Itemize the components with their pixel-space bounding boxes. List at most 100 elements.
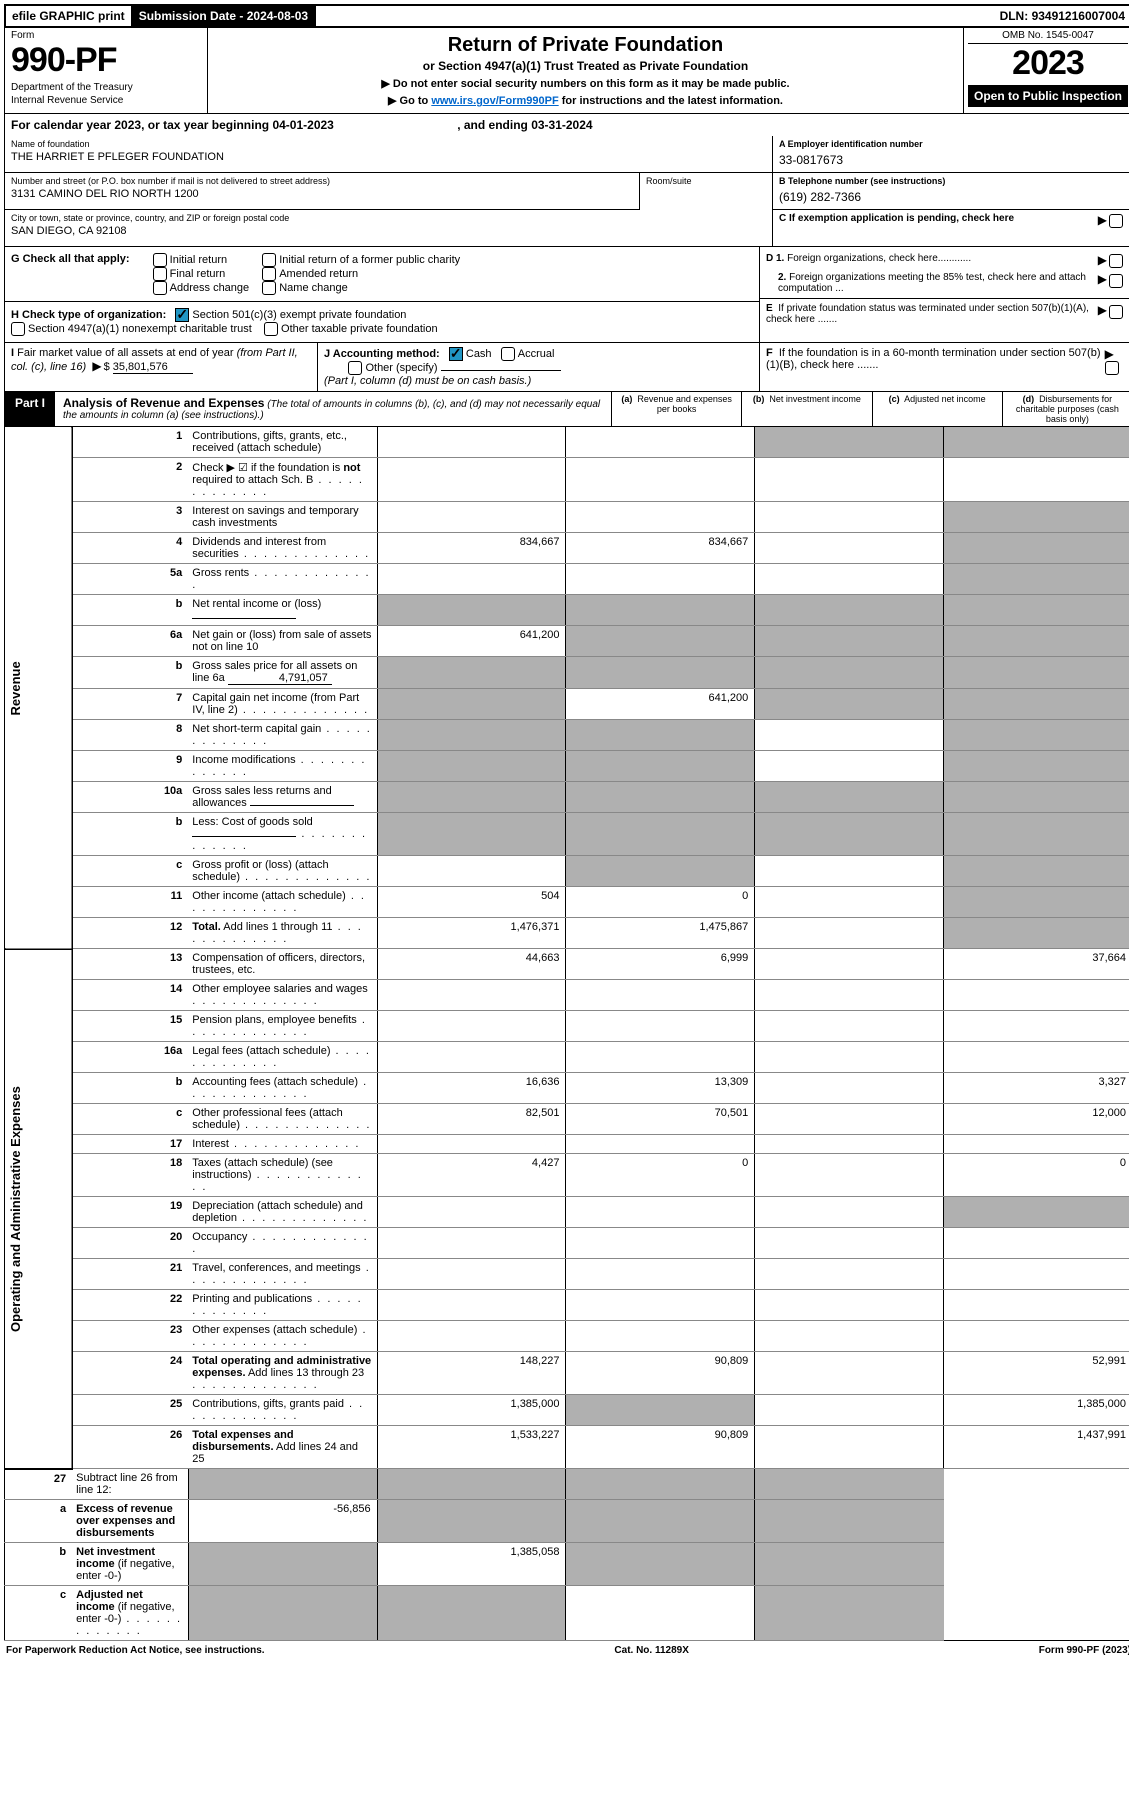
line-number: 26 bbox=[72, 1426, 188, 1469]
table-row: 2Check ▶ ☑ if the foundation is not requ… bbox=[5, 458, 1129, 502]
table-row: 23Other expenses (attach schedule) bbox=[5, 1321, 1129, 1352]
amount-cell bbox=[944, 720, 1129, 751]
amount-cell bbox=[566, 1259, 755, 1290]
amount-cell bbox=[566, 1586, 755, 1641]
table-row: 4Dividends and interest from securities8… bbox=[5, 533, 1129, 564]
amount-cell: 1,437,991 bbox=[944, 1426, 1129, 1469]
amount-cell: 148,227 bbox=[377, 1352, 566, 1395]
fmv-assets: 35,801,576 bbox=[113, 361, 193, 374]
checkbox-cash[interactable] bbox=[449, 347, 463, 361]
line-description: Other expenses (attach schedule) bbox=[188, 1321, 377, 1352]
line-number: 10a bbox=[72, 782, 188, 813]
amount-cell: 1,385,000 bbox=[944, 1395, 1129, 1426]
line-number: 6a bbox=[72, 626, 188, 657]
amount-cell bbox=[566, 751, 755, 782]
amount-cell bbox=[377, 1259, 566, 1290]
amount-cell bbox=[377, 1042, 566, 1073]
table-row: 8Net short-term capital gain bbox=[5, 720, 1129, 751]
line-number: 15 bbox=[72, 1011, 188, 1042]
amount-cell: 834,667 bbox=[566, 533, 755, 564]
amount-cell bbox=[755, 918, 944, 949]
table-row: cOther professional fees (attach schedul… bbox=[5, 1104, 1129, 1135]
amount-cell bbox=[377, 1500, 566, 1543]
line-description: Net short-term capital gain bbox=[188, 720, 377, 751]
checkbox-501c3[interactable] bbox=[175, 308, 189, 322]
line-number: 9 bbox=[72, 751, 188, 782]
efile-print-label[interactable]: efile GRAPHIC print bbox=[6, 6, 133, 26]
checkbox-initial-return[interactable] bbox=[153, 253, 167, 267]
amount-cell bbox=[755, 856, 944, 887]
irs-link[interactable]: www.irs.gov/Form990PF bbox=[431, 95, 558, 107]
line-description: Income modifications bbox=[188, 751, 377, 782]
amount-cell bbox=[944, 1290, 1129, 1321]
checkbox-name-change[interactable] bbox=[262, 281, 276, 295]
table-row: Operating and Administrative Expenses13C… bbox=[5, 949, 1129, 980]
checkbox-other-method[interactable] bbox=[348, 361, 362, 375]
table-row: 25Contributions, gifts, grants paid 1,385… bbox=[5, 1395, 1129, 1426]
amount-cell bbox=[566, 1290, 755, 1321]
checkbox-d1[interactable] bbox=[1109, 254, 1123, 268]
amount-cell bbox=[944, 458, 1129, 502]
amount-cell bbox=[755, 427, 944, 458]
section-h: H Check type of organization: Section 50… bbox=[5, 301, 759, 336]
amount-cell bbox=[755, 751, 944, 782]
checkbox-4947[interactable] bbox=[11, 322, 25, 336]
form-word: Form bbox=[11, 30, 201, 41]
line-description: Contributions, gifts, grants paid bbox=[188, 1395, 377, 1426]
checkbox-address-change[interactable] bbox=[153, 281, 167, 295]
line-number: 25 bbox=[72, 1395, 188, 1426]
amount-cell bbox=[944, 1135, 1129, 1154]
checkbox-other-taxable[interactable] bbox=[264, 322, 278, 336]
amount-cell bbox=[944, 1042, 1129, 1073]
part-1-table: Revenue1Contributions, gifts, grants, et… bbox=[4, 427, 1129, 1641]
amount-cell bbox=[566, 1321, 755, 1352]
amount-cell bbox=[377, 657, 566, 689]
checkbox-final-return[interactable] bbox=[153, 267, 167, 281]
amount-cell bbox=[566, 564, 755, 595]
line-number: 13 bbox=[72, 949, 188, 980]
amount-cell: 90,809 bbox=[566, 1352, 755, 1395]
amount-cell bbox=[377, 1197, 566, 1228]
section-g: G Check all that apply: Initial return F… bbox=[5, 247, 759, 342]
form-instruction-2: ▶ Go to www.irs.gov/Form990PF for instru… bbox=[218, 94, 953, 107]
amount-cell: 1,475,867 bbox=[566, 918, 755, 949]
amount-cell bbox=[377, 751, 566, 782]
line-description: Net rental income or (loss) bbox=[188, 595, 377, 626]
amount-cell bbox=[755, 502, 944, 533]
checkbox-d2[interactable] bbox=[1109, 274, 1123, 288]
amount-cell bbox=[377, 980, 566, 1011]
line-description: Pension plans, employee benefits bbox=[188, 1011, 377, 1042]
table-row: 26Total expenses and disbursements. Add … bbox=[5, 1426, 1129, 1469]
checkbox-c[interactable] bbox=[1109, 214, 1123, 228]
amount-cell: 1,385,058 bbox=[377, 1543, 566, 1586]
checkbox-amended[interactable] bbox=[262, 267, 276, 281]
amount-cell bbox=[944, 502, 1129, 533]
side-label: Revenue bbox=[5, 427, 73, 949]
line-description: Legal fees (attach schedule) bbox=[188, 1042, 377, 1073]
table-row: cAdjusted net income (if negative, enter… bbox=[5, 1586, 1129, 1641]
amount-cell bbox=[755, 1073, 944, 1104]
table-row: 16aLegal fees (attach schedule) bbox=[5, 1042, 1129, 1073]
checkbox-initial-former[interactable] bbox=[262, 253, 276, 267]
part-1-label: Part I bbox=[5, 392, 55, 426]
phone-cell: B Telephone number (see instructions) (6… bbox=[773, 173, 1129, 210]
amount-cell bbox=[755, 1543, 944, 1586]
amount-cell bbox=[755, 887, 944, 918]
foundation-name-cell: Name of foundation THE HARRIET E PFLEGER… bbox=[5, 136, 772, 173]
checkbox-accrual[interactable] bbox=[501, 347, 515, 361]
amount-cell bbox=[944, 751, 1129, 782]
amount-cell bbox=[566, 1011, 755, 1042]
line-description: Accounting fees (attach schedule) bbox=[188, 1073, 377, 1104]
amount-cell bbox=[566, 782, 755, 813]
amount-cell bbox=[755, 1259, 944, 1290]
line-description: Gross rents bbox=[188, 564, 377, 595]
amount-cell: 82,501 bbox=[377, 1104, 566, 1135]
amount-cell bbox=[566, 626, 755, 657]
amount-cell bbox=[377, 720, 566, 751]
checkbox-f[interactable] bbox=[1105, 361, 1119, 375]
line-number: b bbox=[72, 657, 188, 689]
amount-cell: 12,000 bbox=[944, 1104, 1129, 1135]
line-description: Net gain or (loss) from sale of assets n… bbox=[188, 626, 377, 657]
checkbox-e[interactable] bbox=[1109, 305, 1123, 319]
line-description: Gross sales less returns and allowances bbox=[188, 782, 377, 813]
